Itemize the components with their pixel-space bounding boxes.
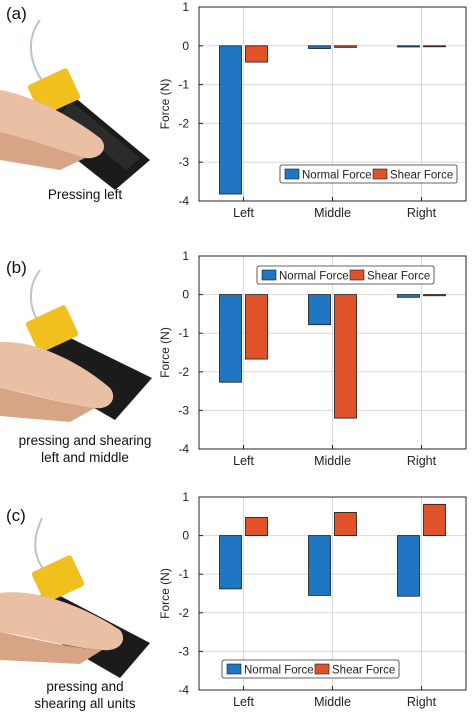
panel-label-c: (c) <box>6 506 26 525</box>
x-tick-label-left: Left <box>233 206 254 220</box>
device-photo-c <box>0 518 150 678</box>
normal-force-bar-right <box>397 45 420 48</box>
y-tick-label: -3 <box>178 644 189 658</box>
legend-label-normal: Normal Force <box>279 271 349 283</box>
device-photo-a <box>0 20 150 190</box>
normal-force-bar-left <box>219 45 242 195</box>
legend: Normal Force Shear Force <box>256 265 435 285</box>
y-tick-label: -2 <box>178 606 189 620</box>
x-tick-label-right: Right <box>407 454 437 468</box>
shear-force-bar-left <box>245 294 268 360</box>
y-tick-label: 1 <box>182 249 189 263</box>
caption-c-line-1: pressing and <box>46 679 124 694</box>
shear-force-bar-right <box>423 503 446 537</box>
caption-c: pressing and shearing all units <box>0 678 170 712</box>
legend-label-shear: Shear Force <box>367 271 430 283</box>
x-tick-label-right: Right <box>407 695 437 709</box>
y-axis-label: Force (N) <box>158 568 172 619</box>
shear-force-bar-left <box>245 517 268 537</box>
chart-panel-1: 1 0 -1 -2 -3 -4 Left Middle Right Force (N) Normal… <box>158 0 467 220</box>
legend: Normal Force Shear Force <box>279 164 458 184</box>
device-photo-b <box>0 270 152 422</box>
shear-force-bar-middle <box>334 294 357 419</box>
shear-force-bar-middle <box>334 512 357 537</box>
y-tick-label: -4 <box>178 683 189 697</box>
legend-box <box>221 659 400 679</box>
y-tick-label: -2 <box>178 365 189 379</box>
y-axis-label: Force (N) <box>158 327 172 378</box>
legend-swatch-normal <box>261 269 277 281</box>
x-tick-label-right: Right <box>407 206 437 220</box>
caption-b-line-2: left and middle <box>41 450 129 465</box>
y-tick-label: -4 <box>178 442 189 456</box>
panel-label-b: (b) <box>6 258 27 277</box>
caption-b-line-1: pressing and shearing <box>18 433 152 448</box>
caption-b: pressing and shearing left and middle <box>0 432 170 466</box>
normal-force-bar-middle <box>308 45 331 49</box>
y-axis-label: Force (N) <box>158 79 172 130</box>
legend-swatch-normal <box>226 663 242 675</box>
x-tick-label-left: Left <box>233 454 254 468</box>
normal-force-bar-left <box>219 535 242 590</box>
shear-force-bar-left <box>245 45 268 63</box>
caption-a: Pressing left <box>0 186 170 203</box>
caption-a-line-1: Pressing left <box>47 187 123 202</box>
shear-force-bar-right <box>423 294 446 297</box>
shear-force-bar-middle <box>334 45 357 48</box>
y-tick-label: -1 <box>178 567 189 581</box>
chart-panel-3: 1 0 -1 -2 -3 -4 Left Middle Right Force (N) Normal… <box>158 490 467 709</box>
legend-label-normal: Normal Force <box>302 170 372 182</box>
y-tick-label: 0 <box>182 39 189 53</box>
normal-force-bar-right <box>397 294 420 298</box>
caption-c-line-2: shearing all units <box>34 696 136 711</box>
legend-box <box>279 164 458 184</box>
y-tick-label: -3 <box>178 155 189 169</box>
legend: Normal Force Shear Force <box>221 659 400 679</box>
y-tick-label: -4 <box>178 194 189 208</box>
normal-force-bar-left <box>219 294 242 383</box>
y-tick-label: 0 <box>182 529 189 543</box>
y-tick-label: 1 <box>182 0 189 14</box>
chart-panel-2: 1 0 -1 -2 -3 -4 Left Middle Right Force (N) Normal… <box>158 249 467 468</box>
legend-swatch-shear <box>349 269 365 281</box>
x-tick-label-middle: Middle <box>314 454 351 468</box>
legend-swatch-shear <box>314 663 330 675</box>
normal-force-bar-right <box>397 535 420 597</box>
y-tick-label: -1 <box>178 78 189 92</box>
panel-label-a: (a) <box>6 4 27 23</box>
x-tick-label-left: Left <box>233 695 254 709</box>
y-tick-label: -1 <box>178 326 189 340</box>
x-tick-label-middle: Middle <box>314 695 351 709</box>
y-tick-label: -3 <box>178 403 189 417</box>
normal-force-bar-middle <box>308 535 331 596</box>
legend-label-normal: Normal Force <box>244 665 314 677</box>
y-tick-label: -2 <box>178 116 189 130</box>
legend-label-shear: Shear Force <box>332 665 395 677</box>
normal-force-bar-middle <box>308 294 331 326</box>
shear-force-bar-right <box>423 45 446 48</box>
legend-box <box>256 265 435 285</box>
legend-label-shear: Shear Force <box>390 170 453 182</box>
legend-swatch-shear <box>372 168 388 180</box>
legend-swatch-normal <box>284 168 300 180</box>
y-tick-label: 0 <box>182 288 189 302</box>
x-tick-label-middle: Middle <box>314 206 351 220</box>
y-tick-label: 1 <box>182 490 189 504</box>
